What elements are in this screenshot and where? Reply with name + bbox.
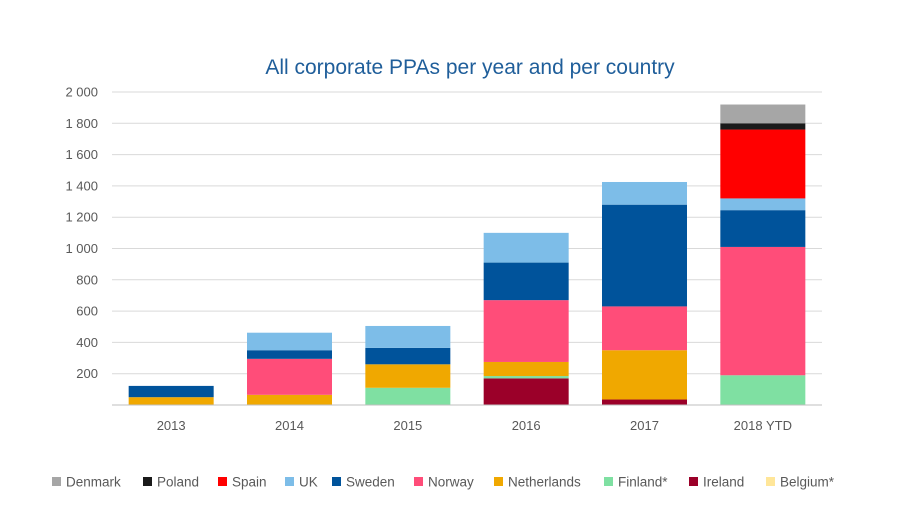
legend-item: UK — [285, 475, 318, 490]
legend-item: Poland — [143, 475, 199, 490]
bar-segment — [128, 385, 214, 398]
legend-item: Norway — [414, 475, 474, 490]
gridlines — [112, 91, 822, 375]
bar-segment — [483, 262, 569, 301]
legend-swatch — [766, 477, 775, 486]
legend-swatch — [494, 477, 503, 486]
bar-segment — [720, 210, 806, 247]
legend-label: Norway — [428, 475, 474, 490]
y-tick-label: 200 — [76, 366, 98, 381]
bar-segment — [247, 350, 332, 359]
legend-label: Finland* — [618, 475, 668, 490]
legend-item: Netherlands — [494, 475, 581, 490]
legend-label: Poland — [157, 475, 199, 490]
legend-item: Sweden — [332, 475, 395, 490]
legend-item: Finland* — [604, 475, 668, 490]
bar-segment — [365, 364, 451, 388]
legend-label: Netherlands — [508, 475, 581, 490]
bar-segment — [602, 306, 687, 351]
legend-item: Ireland — [689, 475, 744, 490]
y-tick-label: 2 000 — [65, 85, 98, 100]
x-tick-label: 2015 — [393, 418, 422, 433]
x-tick-label: 2017 — [630, 418, 659, 433]
y-tick-label: 1 200 — [65, 210, 98, 225]
y-tick-label: 400 — [76, 335, 98, 350]
x-axis-ticks: 2013 2014 2015 2016 2017 2018 YTD — [157, 418, 792, 433]
y-tick-label: 1 000 — [65, 241, 98, 256]
x-tick-label: 2014 — [275, 418, 304, 433]
legend-item: Belgium* — [766, 475, 835, 490]
legend-swatch — [52, 477, 61, 486]
bar-segment — [483, 361, 569, 377]
bar-segment — [365, 387, 451, 405]
legend-item: Denmark — [52, 475, 121, 490]
bar-segment — [602, 399, 687, 405]
chart-title: All corporate PPAs per year and per coun… — [265, 56, 675, 79]
bar-segment — [602, 350, 687, 400]
y-tick-label: 800 — [76, 272, 98, 287]
bar-segment — [365, 325, 451, 348]
bar-segment — [247, 394, 332, 405]
legend-swatch — [604, 477, 613, 486]
legend-label: Sweden — [346, 475, 395, 490]
y-tick-label: 600 — [76, 304, 98, 319]
bar-segment — [720, 129, 806, 199]
x-tick-label: 2013 — [157, 418, 186, 433]
legend-label: Denmark — [66, 475, 121, 490]
y-tick-label: 1 800 — [65, 116, 98, 131]
legend-swatch — [332, 477, 341, 486]
bar-segment — [128, 397, 214, 405]
legend-item: Spain — [218, 475, 267, 490]
bar-segment — [720, 123, 806, 130]
bar-segment — [247, 358, 332, 395]
bar-segment — [483, 300, 569, 362]
bar-segment — [483, 232, 569, 263]
legend: Denmark Poland Spain UK Sweden Norway Netherla… — [52, 475, 835, 490]
bar-segment — [365, 347, 451, 365]
legend-swatch — [414, 477, 423, 486]
y-axis-ticks: 200 400 600 800 1 000 1 200 1 400 1 600 1 800 2 0… — [65, 85, 98, 382]
bar-segment — [720, 198, 806, 211]
bar-segment — [602, 204, 687, 307]
x-tick-label: 2018 YTD — [734, 418, 792, 433]
bars — [128, 104, 806, 405]
legend-swatch — [689, 477, 698, 486]
legend-label: Belgium* — [780, 475, 835, 490]
legend-label: Spain — [232, 475, 267, 490]
legend-swatch — [143, 477, 152, 486]
y-tick-label: 1 400 — [65, 178, 98, 193]
bar-segment — [247, 332, 332, 351]
x-tick-label: 2016 — [512, 418, 541, 433]
legend-label: Ireland — [703, 475, 744, 490]
legend-label: UK — [299, 475, 318, 490]
bar-segment — [483, 376, 569, 379]
bar-segment — [720, 246, 806, 376]
y-tick-label: 1 600 — [65, 147, 98, 162]
bar-segment — [720, 375, 806, 405]
legend-swatch — [218, 477, 227, 486]
bar-segment — [720, 104, 806, 124]
bar-segment — [602, 181, 687, 205]
legend-swatch — [285, 477, 294, 486]
bar-segment — [483, 378, 569, 405]
